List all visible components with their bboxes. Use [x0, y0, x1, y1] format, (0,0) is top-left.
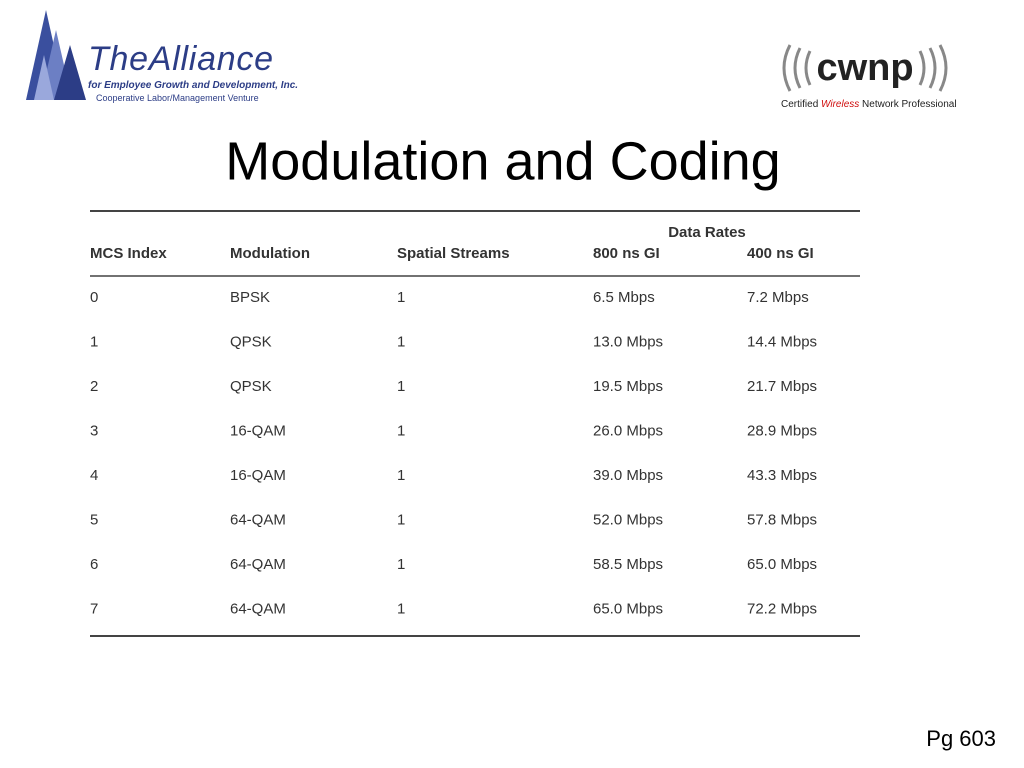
table: MCS Index Modulation Spatial Streams 800 ns…	[90, 245, 817, 618]
table-cell: 6	[90, 556, 98, 573]
table-cell: 1	[90, 333, 98, 350]
cwnp-name: cwnp	[816, 47, 913, 89]
table-cell: 72.2 Mbps	[747, 600, 817, 617]
table-cell: 57.8 Mbps	[747, 511, 817, 528]
table-cell: QPSK	[230, 333, 272, 350]
column-header: 400 ns GI	[747, 245, 814, 262]
table-cell: 26.0 Mbps	[593, 422, 663, 439]
table-cell: 16-QAM	[230, 467, 286, 484]
table-cell: 7	[90, 600, 98, 617]
table-cell: 19.5 Mbps	[593, 378, 663, 395]
column-header: MCS Index	[90, 245, 167, 262]
table-cell: 2	[90, 378, 98, 395]
page-number: Pg 603	[926, 726, 996, 751]
tagline-part: Network Professional	[859, 99, 956, 110]
table-cell: 1	[397, 600, 405, 617]
table-cell: 1	[397, 556, 405, 573]
table-cell: 1	[397, 289, 405, 306]
table-cell: 65.0 Mbps	[593, 600, 663, 617]
table-cell: 28.9 Mbps	[747, 422, 817, 439]
table-cell: 43.3 Mbps	[747, 467, 817, 484]
table-cell: 65.0 Mbps	[747, 556, 817, 573]
table-cell: 16-QAM	[230, 422, 286, 439]
table-cell: 6.5 Mbps	[593, 289, 655, 306]
table-cell: QPSK	[230, 378, 272, 395]
table-cell: BPSK	[230, 289, 270, 306]
logo-name: TheAlliance	[88, 40, 273, 78]
group-header: Data Rates	[668, 224, 746, 241]
table-cell: 1	[397, 511, 405, 528]
table-cell: 52.0 Mbps	[593, 511, 663, 528]
slide-title: Modulation and Coding	[225, 131, 780, 191]
table-cell: 1	[397, 467, 405, 484]
table-cell: 64-QAM	[230, 600, 286, 617]
table-cell: 1	[397, 378, 405, 395]
table-cell: 21.7 Mbps	[747, 378, 817, 395]
table-cell: 64-QAM	[230, 511, 286, 528]
table-cell: 13.0 Mbps	[593, 333, 663, 350]
column-header: Modulation	[230, 245, 310, 262]
table-cell: 5	[90, 511, 98, 528]
tagline-part: Certified	[781, 99, 821, 110]
column-header: Spatial Streams	[397, 245, 510, 262]
table-cell: 58.5 Mbps	[593, 556, 663, 573]
tagline-part: Wireless	[821, 99, 859, 110]
table-cell: 1	[397, 422, 405, 439]
cwnp-tagline: Certified Wireless Network Professional	[767, 99, 965, 110]
table-cell: 64-QAM	[230, 556, 286, 573]
table-cell: 3	[90, 422, 98, 439]
logo-tagline: for Employee Growth and Development, Inc…	[88, 80, 298, 91]
table-cell: 7.2 Mbps	[747, 289, 809, 306]
alliance-logo: TheAlliance for Employee Growth and Deve…	[26, 10, 298, 103]
table-cell: 1	[397, 333, 405, 350]
cwnp-logo	[782, 44, 948, 92]
logo-subline: Cooperative Labor/Management Venture	[96, 93, 259, 103]
table-cell: 39.0 Mbps	[593, 467, 663, 484]
table-cell: 14.4 Mbps	[747, 333, 817, 350]
table-cell: 4	[90, 467, 98, 484]
column-header: 800 ns GI	[593, 245, 660, 262]
table-cell: 0	[90, 289, 98, 306]
